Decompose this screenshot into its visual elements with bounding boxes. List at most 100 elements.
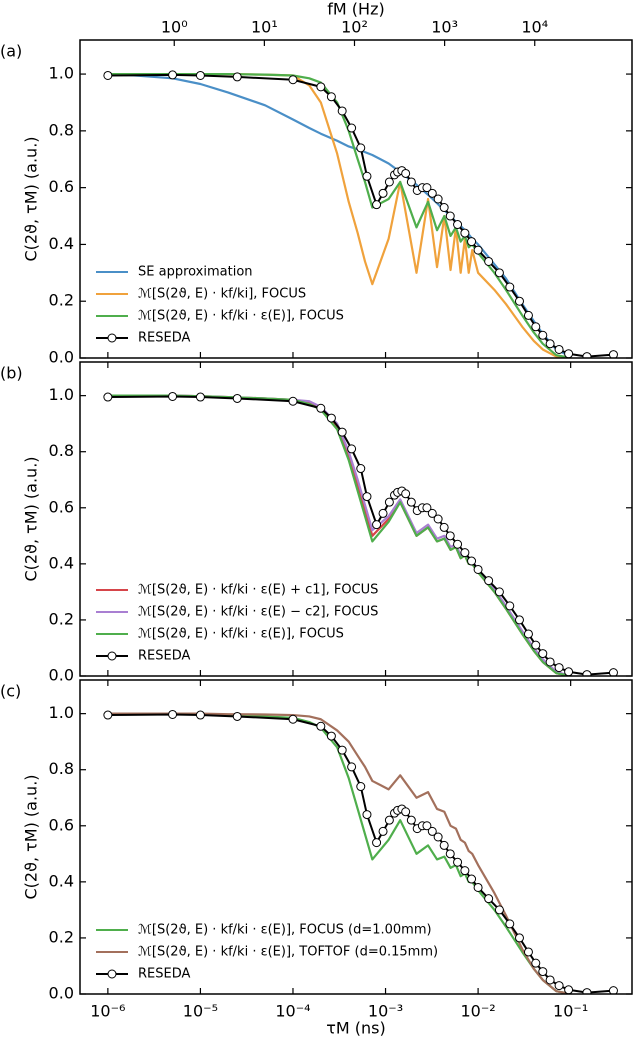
panel-label: (a) (0, 42, 22, 61)
x-tick-label: 10⁻⁴ (275, 1002, 310, 1021)
data-point (484, 894, 494, 904)
data-point (384, 177, 394, 187)
data-point (347, 123, 357, 133)
data-point (433, 194, 443, 204)
data-point (168, 391, 178, 401)
data-point (103, 392, 113, 402)
data-point (427, 188, 437, 198)
y-tick-label: 0.4 (49, 871, 74, 890)
legend-label: ℳ[S(2ϑ, E) · kf/ki · ε(E)], FOCUS (138, 309, 344, 324)
data-point (582, 988, 592, 994)
panel: 0.0 0.2 0.4 0.6 0.8 1.0 C(2ϑ, τM) (a.u.) (b) ℳ[S… (0, 361, 633, 685)
data-point (356, 782, 366, 792)
data-point (168, 70, 178, 80)
data-point (505, 601, 515, 611)
data-point (427, 826, 437, 836)
data-point (422, 821, 432, 831)
legend-label: SE approximation (138, 265, 253, 280)
data-point (505, 282, 515, 292)
data-point (554, 344, 564, 354)
axes-frame (79, 679, 633, 995)
series-line (107, 394, 571, 676)
legend-marker (107, 333, 117, 343)
y-axis-label: C(2ϑ, τM) (a.u.) (22, 136, 41, 261)
data-point (372, 838, 382, 848)
data-point (337, 106, 347, 116)
data-point (554, 981, 564, 991)
legend-label: RESEDA (138, 967, 190, 982)
data-point (401, 489, 411, 499)
data-point (362, 810, 372, 820)
data-point (362, 492, 372, 502)
legend-label: ℳ[S(2ϑ, E) · kf/ki], FOCUS (138, 287, 306, 302)
data-point (378, 508, 388, 518)
data-point (337, 745, 347, 755)
data-point (531, 958, 541, 968)
data-point (445, 849, 455, 859)
data-point (372, 200, 382, 210)
data-point (523, 310, 533, 320)
y-tick-label: 0.6 (49, 497, 74, 516)
x2-tick-label: 10⁰ (161, 18, 188, 37)
data-point (433, 832, 443, 842)
data-point (538, 330, 548, 340)
data-point (453, 220, 463, 230)
x2-tick-label: 10¹ (251, 18, 278, 37)
data-point (232, 711, 242, 721)
data-point (337, 427, 347, 437)
y-tick-label: 0.6 (49, 815, 74, 834)
data-point (288, 75, 298, 85)
data-point (467, 556, 477, 566)
data-point (356, 143, 366, 153)
y-tick-label: 1.0 (49, 703, 74, 722)
legend-label: ℳ[S(2ϑ, E) · kf/ki · ε(E)], TOFTOF (d=0.… (138, 945, 438, 960)
data-point (505, 919, 515, 929)
legend-label: ℳ[S(2ϑ, E) · kf/ki · ε(E) − c2], FOCUS (138, 605, 378, 620)
data-point (362, 171, 372, 181)
data-point (608, 350, 618, 358)
data-point (326, 731, 336, 741)
data-point (514, 615, 524, 625)
x-tick-label: 10⁻³ (368, 1002, 403, 1021)
data-point (514, 296, 524, 306)
legend-label: RESEDA (138, 649, 190, 664)
y-tick-label: 0.0 (49, 666, 74, 685)
x-tick-label: 10⁻⁶ (90, 1002, 125, 1021)
data-point (372, 520, 382, 530)
data-point (406, 815, 416, 825)
data-point (494, 268, 504, 278)
data-point (384, 815, 394, 825)
data-point (494, 587, 504, 597)
data-point (564, 985, 574, 994)
data-point (326, 413, 336, 423)
data-point (538, 649, 548, 659)
data-point (484, 256, 494, 266)
data-point (460, 548, 470, 558)
data-point (406, 177, 416, 187)
x2-tick-label: 10² (341, 18, 368, 37)
data-point (582, 352, 592, 358)
data-point (195, 710, 205, 720)
data-point (460, 228, 470, 238)
y-axis-label: C(2ϑ, τM) (a.u.) (22, 456, 41, 581)
series-line (107, 712, 571, 994)
data-point (608, 668, 618, 676)
panel: 0.0 0.2 0.4 0.6 0.8 1.0 10⁰ 10¹ 10² 10³ 10⁴ fM (Hz)… (0, 0, 633, 367)
data-point (316, 721, 326, 731)
data-point (439, 203, 449, 213)
y-tick-label: 0.0 (49, 984, 74, 1003)
panel-label: (c) (0, 682, 21, 701)
data-point (467, 237, 477, 247)
panel-label: (b) (0, 364, 23, 383)
data-point (473, 564, 483, 574)
data-point (445, 531, 455, 541)
y-tick-label: 0.8 (49, 441, 74, 460)
data-point (564, 667, 574, 676)
y-tick-label: 0.0 (49, 348, 74, 367)
plot-area (103, 709, 618, 994)
y-tick-label: 0.2 (49, 927, 74, 946)
x2-tick-label: 10⁴ (521, 18, 548, 37)
data-point (554, 663, 564, 673)
data-point (439, 522, 449, 532)
